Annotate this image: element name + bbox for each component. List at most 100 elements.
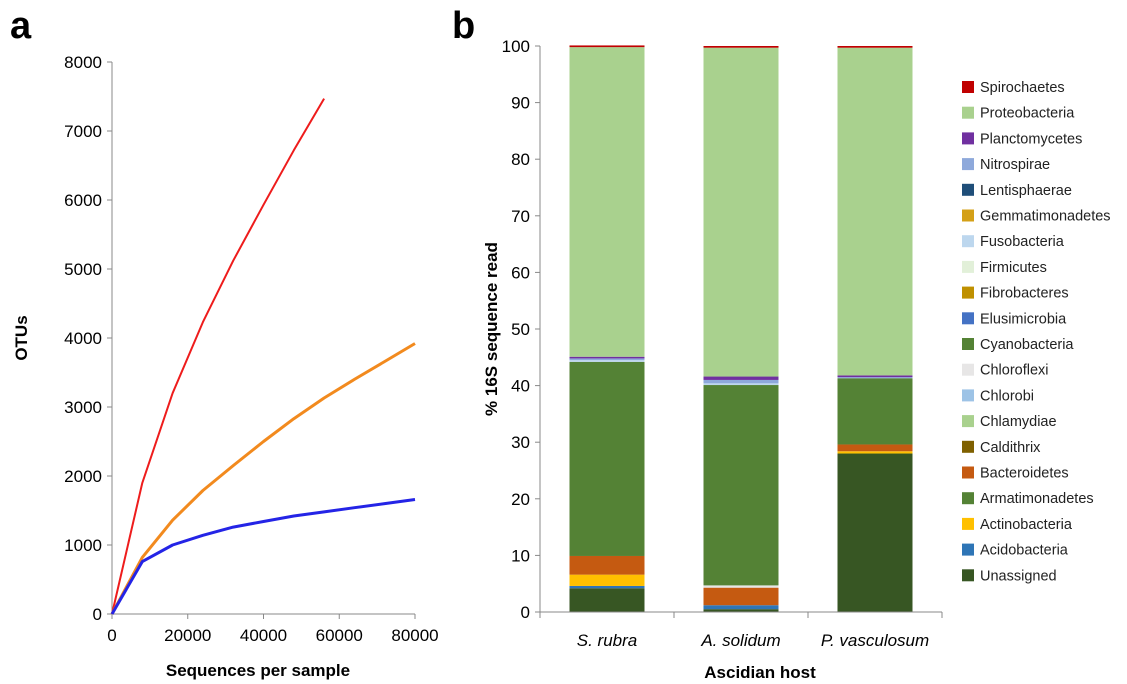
rarefaction-chart: OTUs Sequences per sample 0 1000 2000 3000 4… — [12, 53, 439, 680]
legend-label: Planctomycetes — [980, 131, 1082, 147]
legend-swatch — [962, 312, 974, 325]
bar-segment-nitrospirae — [837, 377, 913, 379]
rarefaction-line-2 — [110, 342, 416, 615]
legend-label: Chlamydiae — [980, 414, 1057, 430]
y-tick-label-b: 30 — [511, 433, 530, 452]
panel-letter-a: a — [10, 5, 32, 47]
legend-label: Unassigned — [980, 568, 1057, 584]
legend-label: Gemmatimonadetes — [980, 209, 1111, 225]
bar-segment-fusobacteria — [569, 360, 645, 362]
x-axis-title-a: Sequences per sample — [166, 661, 350, 680]
bar-segment-acidobacteria — [703, 605, 779, 610]
bar-segment-cyanobacteria — [703, 385, 779, 586]
bar-segment-actinobacteria — [569, 574, 645, 586]
bars-b — [569, 45, 913, 612]
y-tick-label-a: 6000 — [64, 191, 102, 210]
panel-letter-b: b — [452, 5, 475, 47]
bar-segment-spirochaetes — [837, 46, 913, 48]
legend-label: Armatimonadetes — [980, 491, 1094, 507]
x-axis-title-b: Ascidian host — [704, 663, 816, 682]
legend-swatch — [962, 158, 974, 171]
legend-label: Actinobacteria — [980, 517, 1073, 533]
legend-label: Fibrobacteres — [980, 286, 1069, 302]
bar-segment-unassigned — [703, 609, 779, 612]
x-tick-label-a: 80000 — [391, 626, 438, 645]
legend-swatch — [962, 132, 974, 145]
y-tick-label-a: 2000 — [64, 467, 102, 486]
y-tick-label-a: 5000 — [64, 260, 102, 279]
y-tick-label-a: 3000 — [64, 398, 102, 417]
y-tick-label-a: 1000 — [64, 536, 102, 555]
legend-label: Acidobacteria — [980, 543, 1069, 559]
bar-segment-planctomycetes — [569, 356, 645, 359]
y-tick-label-b: 100 — [502, 37, 530, 56]
legend-label: Nitrospirae — [980, 157, 1050, 173]
bar-segment-cyanobacteria — [569, 361, 645, 556]
y-tick-label-a: 7000 — [64, 122, 102, 141]
category-label: P. vasculosum — [821, 631, 929, 650]
composition-chart: % 16S sequence read Ascidian host S. rub… — [482, 37, 1111, 682]
bar-segment-bacteroidetes — [569, 555, 645, 575]
legend-swatch — [962, 517, 974, 530]
y-tick-label-b: 80 — [511, 150, 530, 169]
bar-segment-spirochaetes — [703, 46, 779, 48]
rarefaction-line-3 — [110, 498, 416, 615]
category-label: A. solidum — [700, 631, 780, 650]
bar-segment-unassigned — [569, 588, 645, 612]
x-tick-label-a: 0 — [107, 626, 116, 645]
legend-label: Fusobacteria — [980, 234, 1065, 250]
y-tick-label-b: 40 — [511, 377, 530, 396]
axes-b: S. rubra A. solidum P. vasculosum 0 10 20 30 40… — [502, 37, 943, 650]
legend-swatch — [962, 492, 974, 505]
legend-swatch — [962, 466, 974, 479]
legend-swatch — [962, 569, 974, 582]
x-tick-label-a: 20000 — [164, 626, 211, 645]
legend-label: Chlorobi — [980, 388, 1034, 404]
y-tick-label-b: 50 — [511, 320, 530, 339]
bar-segment-nitrospirae — [703, 379, 779, 384]
y-axis-title-a: OTUs — [12, 315, 31, 360]
legend-swatch — [962, 363, 974, 376]
legend-label: Chloroflexi — [980, 363, 1049, 379]
y-tick-label-b: 20 — [511, 490, 530, 509]
bar-segment-proteobacteria — [703, 47, 779, 377]
bar-segment-cyanobacteria — [837, 378, 913, 445]
legend-swatch — [962, 183, 974, 196]
legend-swatch — [962, 235, 974, 248]
legend-label: Firmicutes — [980, 260, 1047, 276]
y-tick-label-b: 90 — [511, 94, 530, 113]
y-axis-title-b: % 16S sequence read — [482, 242, 501, 416]
legend-swatch — [962, 389, 974, 402]
y-tick-label-a: 0 — [93, 605, 102, 624]
legend-swatch — [962, 286, 974, 299]
y-tick-label-a: 8000 — [64, 53, 102, 72]
y-tick-label-b: 0 — [521, 603, 530, 622]
bar-segment-spirochaetes — [569, 45, 645, 48]
legend-swatch — [962, 106, 974, 119]
legend-label: Bacteroidetes — [980, 466, 1069, 482]
bar-segment-bacteroidetes — [703, 587, 779, 606]
legend-swatch — [962, 543, 974, 556]
bar-segment-proteobacteria — [837, 47, 913, 376]
bar-segment-acidobacteria — [569, 585, 645, 589]
legend-label: Elusimicrobia — [980, 311, 1067, 327]
bar-segment-unassigned — [837, 453, 913, 612]
x-tick-label-a: 40000 — [240, 626, 287, 645]
y-tick-label-b: 70 — [511, 207, 530, 226]
legend-swatch — [962, 338, 974, 350]
legend-label: Proteobacteria — [980, 106, 1075, 122]
bar-segment-planctomycetes — [703, 376, 779, 380]
bar-segment-nitrospirae — [569, 358, 645, 361]
legend-label: Cyanobacteria — [980, 337, 1074, 353]
legend-swatch — [962, 260, 974, 273]
legend-swatch — [962, 415, 974, 428]
bar-segment-proteobacteria — [569, 47, 645, 357]
y-tick-label-b: 60 — [511, 263, 530, 282]
bar-segment-fusobacteria — [703, 383, 779, 386]
legend-label: Spirochaetes — [980, 80, 1065, 96]
bar-segment-bacteroidetes — [837, 444, 913, 452]
x-tick-label-a: 60000 — [316, 626, 363, 645]
legend-swatch — [962, 440, 974, 453]
